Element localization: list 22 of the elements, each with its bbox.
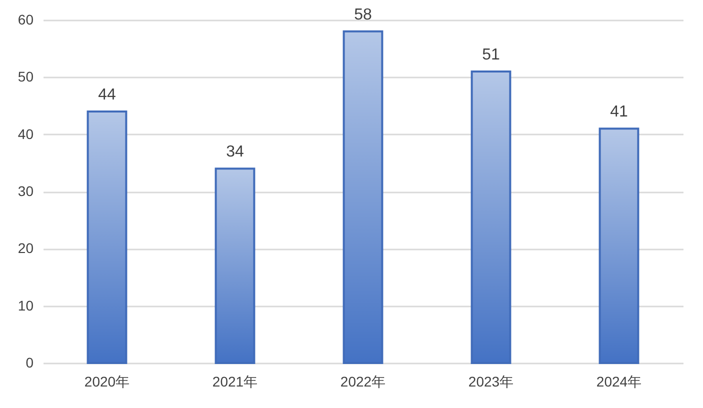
- data-label: 58: [354, 6, 372, 24]
- y-tick-label: 20: [18, 240, 34, 256]
- y-tick-label: 30: [18, 183, 34, 199]
- x-tick-label: 2021年: [212, 374, 258, 390]
- x-tick-label: 2022年: [340, 374, 386, 390]
- y-tick-label: 0: [26, 354, 34, 370]
- bar: [214, 168, 256, 364]
- bar: [598, 128, 640, 364]
- data-label: 41: [610, 104, 628, 121]
- y-tick-label: 50: [18, 68, 34, 85]
- x-tick-label: 2023年: [468, 374, 514, 390]
- x-tick-label: 2024年: [596, 374, 642, 390]
- y-tick-label: 60: [18, 12, 34, 28]
- bar: [470, 70, 512, 364]
- bar: [342, 30, 384, 364]
- y-tick-label: 10: [18, 297, 34, 314]
- x-tick-label: 2020年: [84, 374, 130, 390]
- bar: [86, 110, 128, 364]
- data-label: 44: [98, 86, 116, 104]
- data-label: 34: [226, 144, 244, 161]
- data-label: 51: [482, 46, 500, 64]
- y-tick-label: 40: [18, 126, 34, 142]
